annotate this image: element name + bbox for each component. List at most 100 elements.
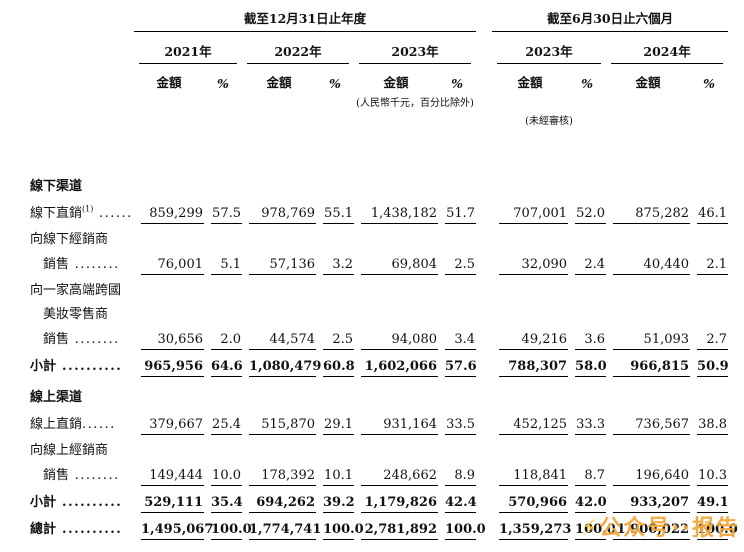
unaudited-note: (未經審核): [525, 116, 573, 127]
pct-2024h1: 2.7: [697, 332, 729, 350]
section-offline-channels: 線下渠道: [30, 155, 728, 197]
amount-2023h1: 32,090: [499, 257, 569, 275]
annual-period-title: 截至12月31日止年度: [134, 8, 477, 32]
pct-2022: 2.5: [323, 332, 354, 350]
pct-2024h1: 38.8: [697, 417, 729, 435]
amount-2023: 94,080: [361, 332, 438, 350]
row-label: 銷售 ........: [30, 459, 134, 486]
row-total: 總計 .......... 1,495,067 100.0 1,774,741 …: [30, 513, 738, 540]
row-label-text: 小計: [30, 359, 57, 374]
amount-2024h1: 1,900,022: [613, 522, 691, 540]
leader-dots: ........: [69, 257, 120, 272]
year-2023-interim: 2023年: [497, 32, 602, 64]
percent-header: %: [581, 76, 593, 91]
amount-2024h1: 51,093: [613, 332, 691, 350]
amount-2024h1: 40,440: [613, 257, 691, 275]
row-label: 銷售 ........: [30, 323, 134, 350]
amount-header: 金額: [635, 75, 661, 90]
row-label-text: 銷售: [43, 468, 70, 483]
row-label: 線上直銷......: [30, 408, 134, 435]
amount-2024h1: 875,282: [613, 206, 691, 224]
row-online-distributor-sales: 銷售 ........ 149,444 10.0 178,392 10.1 24…: [30, 459, 729, 486]
row-online-subtotal: 小計 .......... 529,111 35.4 694,262 39.2 …: [30, 486, 729, 513]
pct-2024h1: 49.1: [697, 495, 729, 513]
amount-2022: 44,574: [249, 332, 316, 350]
row-label-text: 線上直銷: [30, 417, 83, 432]
row-label: 向一家高端跨國: [30, 275, 728, 299]
pct-2021: 100.0: [211, 522, 252, 540]
pct-2022: 100.0: [323, 522, 364, 540]
watermark-separator: ··: [671, 516, 692, 541]
amount-header: 金額: [517, 75, 543, 90]
row-label: 線下直銷(1) ......: [30, 197, 134, 224]
percent-header: %: [703, 76, 715, 91]
amount-2023: 69,804: [361, 257, 438, 275]
pct-2023: 2.5: [445, 257, 477, 275]
label-row-multinational-retailer-2: 美妝零售商: [30, 299, 728, 323]
pct-2023: 3.4: [445, 332, 477, 350]
pct-2023h1: 42.0: [575, 495, 607, 513]
leader-dots: ........: [69, 332, 120, 347]
unaudited-note-row: (未經審核): [30, 109, 728, 127]
row-label: 小計 ..........: [30, 486, 134, 513]
amount-2023h1: 452,125: [499, 417, 569, 435]
amount-2022: 1,774,741: [249, 522, 321, 540]
pct-2023h1: 2.4: [575, 257, 607, 275]
section-title: 線上渠道: [30, 390, 83, 405]
label-row-online-distributors: 向線上經銷商: [30, 435, 728, 459]
amount-2023: 1,179,826: [361, 495, 438, 513]
amount-2023: 248,662: [361, 468, 438, 486]
leader-dots: ..........: [56, 359, 123, 374]
watermark-text: 公众号: [599, 516, 672, 541]
row-label: 向線上經銷商: [30, 435, 728, 459]
amount-2024h1: 933,207: [613, 495, 691, 513]
year-2022: 2022年: [247, 32, 349, 64]
amount-header: 金額: [383, 75, 409, 90]
pct-2021: 10.0: [211, 468, 242, 486]
row-label-text: 向線下經銷商: [30, 232, 109, 247]
pct-2023: 33.5: [445, 417, 477, 435]
pct-2024h1: 10.3: [697, 468, 729, 486]
amount-2021: 379,667: [141, 417, 204, 435]
row-offline-direct-sales: 線下直銷(1) ...... 859,299 57.5 978,769 55.1…: [30, 197, 729, 224]
amount-header: 金額: [156, 75, 182, 90]
amount-2021: 859,299: [141, 206, 204, 224]
amount-2023h1: 707,001: [499, 206, 569, 224]
pct-2021: 2.0: [211, 332, 242, 350]
row-label: 美妝零售商: [30, 299, 728, 323]
section-online-channels: 線上渠道: [30, 377, 728, 408]
amount-2022: 515,870: [249, 417, 316, 435]
amount-2023: 1,438,182: [361, 206, 438, 224]
amount-2022: 694,262: [249, 495, 316, 513]
row-label: 銷售 ........: [30, 248, 134, 275]
pct-2021: 64.6: [211, 359, 243, 377]
year-2021: 2021年: [139, 32, 237, 64]
row-label-text: 小計: [30, 495, 57, 510]
amount-2023h1: 49,216: [499, 332, 569, 350]
row-label: 向線下經銷商: [30, 224, 728, 248]
pct-2022: 10.1: [323, 468, 354, 486]
amount-2024h1: 196,640: [613, 468, 691, 486]
amount-2021: 149,444: [141, 468, 204, 486]
currency-unit-note: (人民幣千元，百分比除外): [356, 98, 474, 109]
pct-2022: 3.2: [323, 257, 354, 275]
pct-2024h1: 100.0: [697, 522, 738, 540]
amount-2022: 1,080,479: [249, 359, 321, 377]
pct-2021: 5.1: [211, 257, 242, 275]
lightning-icon: ⚡: [581, 516, 600, 541]
amount-2021: 965,956: [141, 359, 204, 377]
pct-2022: 55.1: [323, 206, 354, 224]
amount-2024h1: 966,815: [613, 359, 691, 377]
spacer-row: [30, 127, 728, 155]
year-row: 2021年 2022年 2023年 2023年 2024年: [30, 32, 728, 64]
pct-2021: 35.4: [211, 495, 243, 513]
pct-2023h1: 52.0: [575, 206, 607, 224]
pct-2024h1: 46.1: [697, 206, 729, 224]
pct-2021: 57.5: [211, 206, 242, 224]
footnote-marker: (1): [82, 204, 94, 214]
amount-2023h1: 1,359,273: [499, 522, 571, 540]
label-row-multinational-retailer-1: 向一家高端跨國: [30, 275, 728, 299]
row-label-text: 銷售: [43, 332, 70, 347]
amount-header: 金額: [266, 75, 292, 90]
amount-2022: 978,769: [249, 206, 316, 224]
